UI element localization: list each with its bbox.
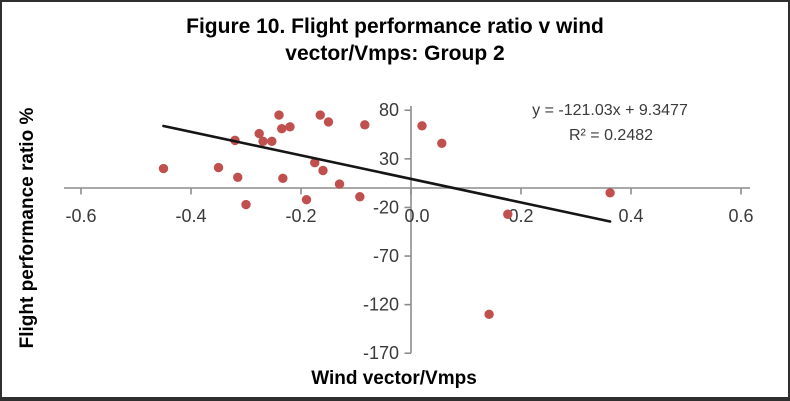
y-axis-tick-label: -70 <box>373 246 399 266</box>
data-point <box>278 173 288 183</box>
trendline <box>162 124 612 223</box>
x-axis-tick-label: 0.4 <box>618 206 643 226</box>
data-point <box>355 192 365 202</box>
x-axis-tick-label: 0.0 <box>404 206 429 226</box>
data-point <box>233 172 243 183</box>
x-axis-tick-label: -0.2 <box>285 206 316 226</box>
data-point <box>360 120 370 130</box>
data-point <box>315 110 325 120</box>
data-point <box>241 199 251 210</box>
data-point <box>318 165 328 176</box>
y-axis-tick-label: 80 <box>379 100 399 120</box>
data-point <box>277 124 287 134</box>
data-point <box>267 136 277 147</box>
data-point <box>285 122 295 132</box>
r-squared-label: R² = 0.2482 <box>568 127 654 144</box>
data-point <box>274 110 284 120</box>
data-point <box>503 209 513 219</box>
data-point <box>334 179 345 189</box>
x-axis-tick-label: -0.4 <box>175 206 206 226</box>
data-point <box>310 158 320 168</box>
x-axis-tick-label: -0.6 <box>65 206 96 226</box>
y-axis-tick-label: -20 <box>373 197 399 217</box>
y-axis-tick-label: 30 <box>379 149 399 169</box>
data-point <box>213 162 224 173</box>
x-axis-title: Wind vector/Vmps <box>311 368 477 389</box>
data-point <box>254 128 264 139</box>
y-axis-tick-label: -170 <box>363 343 399 363</box>
data-point <box>301 194 312 205</box>
data-point <box>484 309 494 320</box>
data-point <box>605 188 615 198</box>
data-point <box>417 121 427 131</box>
y-axis-tick-label: -120 <box>363 295 399 315</box>
data-point <box>158 163 169 174</box>
data-point <box>258 136 268 147</box>
data-point <box>437 138 447 148</box>
data-point <box>323 117 334 127</box>
x-axis-tick-label: 0.2 <box>508 206 533 226</box>
trendline-equation: y = -121.03x + 9.3477 <box>532 102 688 119</box>
chart-title: Figure 10. Flight performance ratio v wi… <box>186 15 604 65</box>
x-axis-tick-label: 0.6 <box>728 206 753 226</box>
